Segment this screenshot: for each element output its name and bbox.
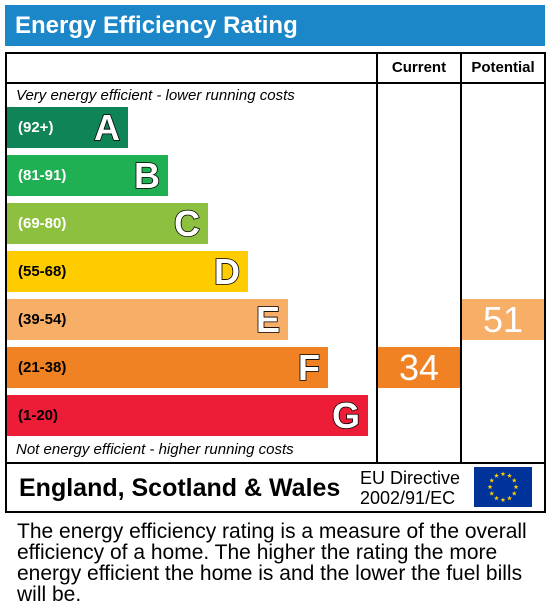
flag-star-icon [489,490,495,496]
band-letter: C [173,202,201,245]
band-letter: D [213,250,241,293]
band-range-label: (81-91) [18,167,67,184]
band-letter: G [331,394,361,437]
potential-column-header: Potential [471,59,535,76]
flag-star-icon [487,484,493,490]
current-column-header: Current [391,59,447,76]
eu-directive: EU Directive 2002/91/EC [360,468,460,508]
header-divider [5,82,546,84]
band-range-label: (21-38) [18,359,67,376]
band-letter: B [133,154,161,197]
flag-star-icon [500,471,506,477]
band-range-label: (1-20) [18,407,59,424]
band-e: (39-54) E [7,298,288,341]
band-range-label: (92+) [18,119,54,136]
flag-star-icon [494,473,499,478]
caption-bottom: Not energy efficient - higher running co… [16,441,294,458]
band-c: (69-80) C [7,202,208,245]
band-g: (1-20) G [7,394,368,437]
flag-star-icon [513,484,519,490]
caption-top: Very energy efficient - lower running co… [16,87,295,104]
flag-star-icon [489,477,495,483]
directive-line2: 2002/91/EC [360,488,456,508]
flag-star-icon [511,477,517,483]
chart-frame [5,52,546,513]
eu-flag-icon [474,467,532,507]
region-label: England, Scotland & Wales [19,474,341,502]
band-letter: A [93,106,121,149]
band-a: (92+) A [7,106,128,149]
band-d: (55-68) D [7,250,248,293]
flag-star-icon [494,495,499,501]
band-letter: F [297,346,321,389]
flag-star-icon [507,473,512,478]
potential-column-divider [460,52,462,462]
rating-description: The energy efficiency rating is a measur… [17,520,527,606]
directive-line1: EU Directive [360,468,461,488]
title-bar: Energy Efficiency Rating [5,5,545,46]
band-letter: E [255,298,281,341]
flag-star-icon [500,497,506,503]
current-rating-marker: 34 [378,347,460,388]
flag-star-icon [511,490,517,496]
flag-star-icon [507,495,512,501]
potential-rating-marker: 51 [462,299,544,340]
band-range-label: (55-68) [18,263,67,280]
current-column-divider [376,52,378,462]
band-b: (81-91) B [7,154,168,197]
band-range-label: (69-80) [18,215,67,232]
band-f: (21-38) F [7,346,328,389]
band-range-label: (39-54) [18,311,67,328]
chart-title: Energy Efficiency Rating [15,12,298,39]
footer-divider [5,462,546,464]
